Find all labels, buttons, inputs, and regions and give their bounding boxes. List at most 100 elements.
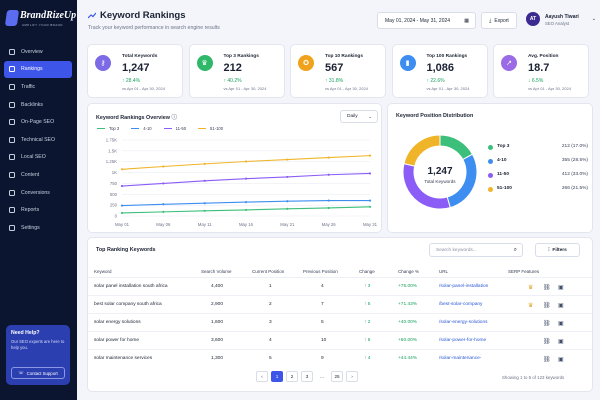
sidebar-item-content[interactable]: Content	[4, 166, 72, 184]
table-row[interactable]: solar panel installation south africa 4,4…	[88, 277, 592, 295]
sidebar-item-rankings[interactable]: Rankings	[4, 60, 72, 79]
doc-icon	[9, 171, 15, 178]
kpi-change: ↑ 22.6%	[426, 78, 445, 84]
image-icon[interactable]: ▣	[558, 321, 564, 327]
image-icon[interactable]: ▣	[558, 339, 564, 345]
sidebar-item-traffic[interactable]: Traffic	[4, 78, 72, 96]
data-point	[368, 154, 372, 157]
page-button-2[interactable]: 2	[286, 371, 298, 382]
top-keywords-card: Top Ranking Keywords Search keywords... …	[87, 237, 593, 392]
sidebar-item-reports[interactable]: Reports	[4, 201, 72, 219]
legend-item: 51-100	[198, 126, 223, 131]
brand-logo[interactable]: BrandRizeUp AMPLIFY YOUR BRAND	[4, 9, 76, 33]
kpi-value: 1,247	[122, 62, 150, 74]
column-header[interactable]: Search Volume	[201, 269, 232, 274]
url-link[interactable]: /solar-maintenance-	[439, 356, 482, 361]
export-button[interactable]: ⤓ Export	[481, 12, 517, 29]
sidebar-item-backlinks[interactable]: Backlinks	[4, 96, 72, 114]
calendar-icon: ▦	[464, 18, 469, 24]
legend-label: 11-50	[497, 172, 510, 177]
change-cell: ↑ 2	[364, 320, 371, 325]
url-link[interactable]: /best-solar-company	[439, 302, 483, 307]
column-header[interactable]: Keyword	[94, 269, 112, 274]
sidebar-item-overview[interactable]: Overview	[4, 43, 72, 61]
user-menu[interactable]: AT Aayush Tiwari SEO Analyst ⌄	[524, 11, 600, 31]
column-header[interactable]: Change	[359, 269, 375, 274]
sidebar-item-local-seo[interactable]: Local SEO	[4, 149, 72, 167]
sidebar-item-on-page-seo[interactable]: On-Page SEO	[4, 113, 72, 131]
sidebar-item-label: Overview	[21, 48, 43, 55]
column-header[interactable]: Current Position	[252, 269, 285, 274]
image-icon[interactable]: ▣	[558, 303, 564, 309]
traffic-icon	[9, 83, 15, 90]
user-name: Aayush Tiwari	[545, 14, 579, 20]
url-link[interactable]: /solar-power-for-home	[439, 338, 487, 343]
link-icon	[9, 101, 15, 108]
donut-slice-51-100	[403, 134, 441, 167]
change-percent-cell: +40.00%	[398, 320, 418, 325]
table-row[interactable]: best solar company south africa 2,900 2 7 ↑ …	[88, 295, 592, 313]
link-icon[interactable]: ⛓	[543, 303, 551, 309]
table-row[interactable]: solar power for home 3,600 4 10 ↑ 6 +60.00% /s…	[88, 331, 592, 349]
prev-page-button[interactable]: ‹	[256, 371, 268, 382]
data-point	[368, 172, 372, 175]
legend-value: 412 (33.0%)	[561, 172, 588, 177]
keyword-cell: solar power for home	[94, 338, 140, 343]
chevron-down-icon: ⌄	[591, 16, 596, 22]
sidebar-item-technical-seo[interactable]: Technical SEO	[4, 131, 72, 149]
donut-chart	[402, 134, 478, 210]
legend-label: Top 3	[109, 126, 120, 131]
current-position-cell: 2	[269, 302, 272, 307]
data-point	[203, 209, 206, 212]
kpi-label: Top 10 Rankings	[325, 54, 364, 59]
y-tick-label: 750	[110, 181, 118, 186]
url-link[interactable]: /solar-panel-installation	[439, 284, 489, 289]
period-value: Daily	[347, 114, 358, 119]
search-input[interactable]: Search keywords...	[436, 247, 477, 253]
page-button-1[interactable]: 1	[271, 371, 283, 382]
medal-icon: ✪	[298, 55, 314, 71]
link-icon[interactable]: ⛓	[543, 321, 551, 327]
kpi-label: Avg. Position	[528, 54, 559, 59]
change-percent-cell: +44.44%	[398, 356, 418, 361]
kpi-card: ✪ Top 10 Rankings 567 ↑ 31.8% vs Apr 01 - Ap…	[290, 44, 386, 98]
period-select[interactable]: Daily ⌄	[340, 110, 378, 123]
table-title: Top Ranking Keywords	[96, 247, 156, 253]
sidebar-item-conversions[interactable]: Conversions	[4, 184, 72, 202]
column-header[interactable]: Change %	[398, 269, 420, 274]
sidebar-nav: Overview Rankings Traffic Backlinks On-Page …	[4, 43, 72, 237]
sidebar-item-label: Local SEO	[21, 154, 46, 161]
next-page-button[interactable]: ›	[346, 371, 358, 382]
kpi-change: ↑ 40.2%	[223, 78, 242, 84]
legend-swatch	[198, 127, 207, 130]
sidebar-item-label: Traffic	[21, 83, 36, 90]
column-header[interactable]: SERP Features	[508, 269, 540, 274]
y-tick-label: 0	[115, 214, 118, 219]
gear-icon	[9, 136, 15, 143]
table-row[interactable]: solar energy solutions 1,600 3 5 ↑ 2 +40.00% /…	[88, 313, 592, 331]
bars-icon: ▮	[399, 55, 416, 71]
link-icon[interactable]: ⛓	[543, 339, 551, 345]
url-link[interactable]: /solar-energy-solutions	[439, 320, 488, 325]
data-point	[203, 202, 206, 205]
data-point	[244, 160, 248, 163]
link-icon[interactable]: ⛓	[543, 285, 551, 291]
sidebar-item-label: Settings	[21, 224, 40, 231]
column-header[interactable]: Previous Position	[303, 269, 338, 274]
page-button-25[interactable]: 25	[331, 371, 343, 382]
change-cell: ↑ 4	[364, 356, 371, 361]
contact-support-button[interactable]: ☏ Contact Support	[11, 367, 65, 379]
sidebar-item-settings[interactable]: Settings	[4, 219, 72, 237]
date-range-picker[interactable]: May 01, 2024 - May 31, 2024 ▦	[377, 12, 476, 29]
image-icon[interactable]: ▣	[558, 357, 564, 363]
data-point	[244, 208, 248, 212]
sidebar-item-label: Technical SEO	[21, 136, 56, 143]
table-row[interactable]: solar maintenance services 1,300 5 9 ↑ 4 +44.…	[88, 349, 592, 367]
image-icon[interactable]: ▣	[558, 285, 564, 291]
filters-button[interactable]: ⫶ Filters	[535, 243, 580, 257]
sidebar-item-label: Conversions	[21, 189, 50, 196]
keyword-search[interactable]: Search keywords... ⌕	[429, 243, 523, 257]
column-header[interactable]: URL	[439, 269, 449, 274]
page-button-3[interactable]: 3	[301, 371, 313, 382]
link-icon[interactable]: ⛓	[543, 357, 551, 363]
